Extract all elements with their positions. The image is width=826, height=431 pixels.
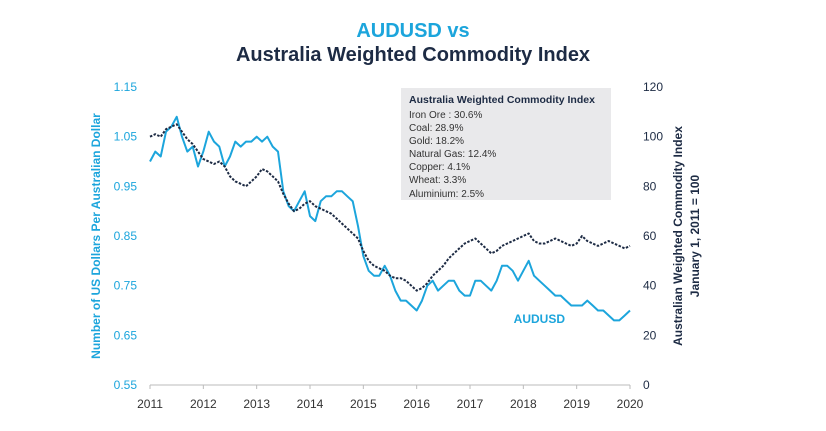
legend-item-aluminium: Aluminium: 2.5%	[409, 188, 485, 200]
x-tick-label: 2019	[563, 397, 590, 411]
chart-title-line2: Australia Weighted Commodity Index	[235, 44, 591, 66]
y-tick-right-label: 120	[643, 80, 663, 94]
legend-item-wheat: Wheat: 3.3%	[409, 175, 467, 187]
y-tick-left-label: 0.95	[114, 179, 138, 193]
x-tick-label: 2016	[403, 397, 430, 411]
audusd-series-label: AUDUSD	[514, 312, 566, 326]
y-tick-right-label: 40	[643, 279, 657, 293]
y-tick-left-label: 0.65	[114, 328, 138, 342]
x-tick-label: 2012	[190, 397, 217, 411]
annotations: AUDUSD	[514, 312, 566, 326]
y-tick-left-label: 0.85	[114, 229, 138, 243]
x-tick-label: 2013	[243, 397, 270, 411]
x-ticks: 2011 2012 2013 2014 2015 2016 2017 2018 2019 2020	[137, 385, 644, 411]
y-tick-right-label: 100	[643, 130, 663, 144]
y-tick-right-label: 80	[643, 179, 657, 193]
legend-item-gold: Gold: 18.2%	[409, 136, 465, 148]
chart-title-line1: AUDUSD vs	[356, 20, 470, 42]
x-tick-label: 2020	[617, 397, 644, 411]
legend-item-coal: Coal: 28.9%	[409, 123, 464, 135]
y-tick-right-label: 0	[643, 378, 650, 392]
x-tick-label: 2018	[510, 397, 537, 411]
legend-item-copper: Copper: 4.1%	[409, 162, 471, 174]
y-ticks-left: 1.15 1.05 0.95 0.85 0.75 0.65 0.55	[114, 80, 138, 392]
legend-title: Australia Weighted Commodity Index	[409, 94, 595, 106]
y-ticks-right: 120 100 80 60 40 20 0	[643, 80, 663, 392]
commodity-index-line	[149, 123, 631, 292]
y-tick-right-label: 20	[643, 328, 657, 342]
legend-item-natural-gas: Natural Gas: 12.4%	[409, 149, 497, 161]
y-tick-right-label: 60	[643, 229, 657, 243]
y-tick-left-label: 0.55	[114, 378, 138, 392]
x-tick-label: 2015	[350, 397, 377, 411]
y-tick-left-label: 1.15	[114, 80, 138, 94]
x-tick-label: 2014	[297, 397, 324, 411]
y-axis-label-right-line2: January 1, 2011 = 100	[688, 174, 702, 297]
y-axis-label-right-line1: Australian Weighted Commodity Index	[671, 126, 685, 346]
x-tick-label: 2011	[137, 397, 163, 411]
y-tick-left-label: 1.05	[114, 130, 138, 144]
legend-item-iron-ore: Iron Ore : 30.6%	[409, 110, 483, 121]
x-tick-label: 2017	[457, 397, 484, 411]
series-lines	[149, 115, 631, 322]
y-axis-label-left: Number of US Dollars Per Australian Doll…	[89, 113, 103, 359]
legend-box: Australia Weighted Commodity Index Iron …	[401, 88, 611, 200]
y-tick-left-label: 0.75	[114, 279, 138, 293]
